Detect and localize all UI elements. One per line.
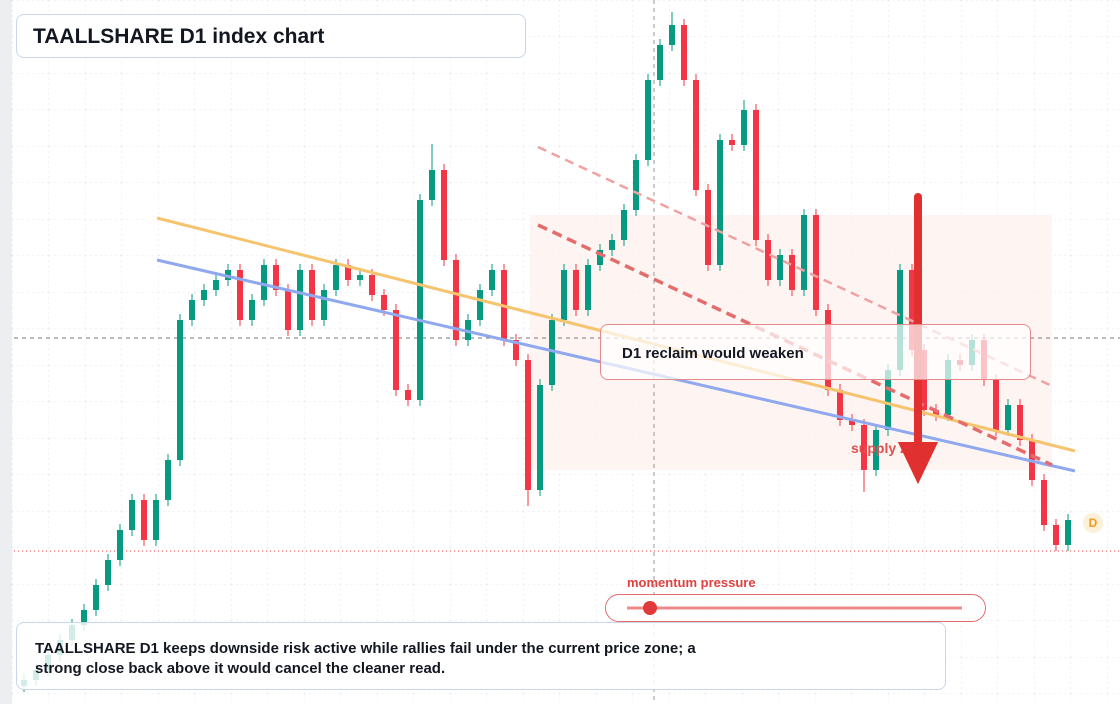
candle-body — [909, 270, 915, 350]
candle-body — [477, 290, 483, 320]
candle-body — [561, 270, 567, 320]
gauge — [605, 594, 986, 622]
candle-body — [873, 430, 879, 470]
candle-body — [261, 265, 267, 300]
note-text: TAALLSHARE D1 keeps downside risk active… — [35, 640, 696, 677]
candle-body — [129, 500, 135, 530]
candle-body — [753, 110, 759, 240]
candle-body — [405, 390, 411, 400]
candle-body — [141, 500, 147, 540]
gauge-label: momentum pressure — [627, 575, 756, 590]
candle-body — [201, 290, 207, 300]
left-edge — [0, 0, 12, 704]
candle-body — [345, 265, 351, 280]
candle-body — [729, 140, 735, 145]
zone-label: supply zone — [851, 440, 932, 456]
candle-body — [249, 300, 255, 320]
gauge-knob — [643, 601, 657, 615]
candle-body — [585, 265, 591, 310]
candle-body — [717, 140, 723, 265]
candle-body — [741, 110, 747, 145]
candle-body — [789, 255, 795, 290]
note: TAALLSHARE D1 keeps downside risk active… — [16, 622, 946, 690]
candle-body — [381, 295, 387, 310]
badge: D — [1083, 513, 1103, 533]
candle-body — [885, 370, 891, 430]
candle-body — [705, 190, 711, 265]
candle-body — [369, 275, 375, 295]
candle-body — [801, 215, 807, 290]
candle-body — [177, 320, 183, 460]
candle-body — [393, 310, 399, 390]
candle-body — [765, 240, 771, 280]
candle-body — [417, 200, 423, 400]
candle-body — [489, 270, 495, 290]
candle-body — [1053, 525, 1059, 545]
candle-body — [105, 560, 111, 585]
candle-body — [669, 25, 675, 45]
candle-body — [429, 170, 435, 200]
candle-body — [117, 530, 123, 560]
candle-body — [273, 265, 279, 290]
candle-body — [837, 390, 843, 420]
candle-body — [513, 340, 519, 360]
candle-body — [573, 270, 579, 310]
candle-body — [285, 290, 291, 330]
candle-body — [813, 215, 819, 310]
candle-body — [1041, 480, 1047, 525]
candle-body — [1005, 405, 1011, 430]
candle-body — [189, 300, 195, 320]
channel-lower — [537, 223, 1053, 467]
candle-body — [777, 255, 783, 280]
candle-body — [153, 500, 159, 540]
candle-body — [165, 460, 171, 500]
candle-body — [693, 80, 699, 190]
candle-body — [453, 260, 459, 340]
candle-body — [333, 265, 339, 290]
candle-body — [597, 250, 603, 265]
gauge-drawing — [627, 601, 962, 615]
candle-body — [213, 280, 219, 290]
candle-body — [645, 80, 651, 160]
candle-body — [237, 270, 243, 320]
candle-body — [921, 350, 927, 410]
candle-body — [93, 585, 99, 610]
candle-body — [81, 610, 87, 625]
candle-body — [1065, 520, 1071, 545]
candle-body — [897, 270, 903, 370]
candle-body — [945, 360, 951, 415]
candle-body — [609, 240, 615, 250]
candle-body — [861, 425, 867, 470]
candle-body — [1017, 405, 1023, 440]
candle-body — [993, 380, 999, 430]
candle-body — [549, 320, 555, 385]
candle-body — [357, 275, 363, 280]
callout: D1 reclaim would weaken — [600, 324, 1031, 380]
candle-body — [621, 210, 627, 240]
candle-body — [525, 360, 531, 490]
candle-body — [441, 170, 447, 260]
candle-body — [537, 385, 543, 490]
candle-body — [321, 290, 327, 320]
candle-body — [297, 270, 303, 330]
candle-body — [849, 420, 855, 425]
candle-body — [657, 45, 663, 80]
candle-body — [681, 25, 687, 80]
chart-title: TAALLSHARE D1 index chart — [16, 14, 526, 58]
candle-body — [633, 160, 639, 210]
